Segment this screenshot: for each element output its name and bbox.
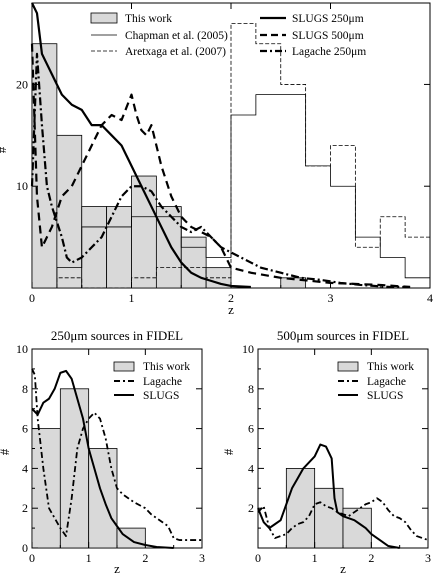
br-xtick-label: 0 — [255, 551, 261, 565]
br-axes: 0 1 2 3 2 4 6 8 10 — [242, 342, 431, 565]
bar-this-work — [285, 467, 316, 549]
bar-this-work — [314, 487, 344, 549]
bl-ytick-label: 0 — [22, 541, 28, 555]
bl-xtick-label: 0 — [29, 551, 35, 565]
bl-hist-this-work — [31, 388, 146, 549]
line-slugs250 — [31, 2, 251, 289]
bl-legend-label-lagache: Lagache — [143, 376, 182, 388]
br-xtick-label: 3 — [425, 551, 431, 565]
bl-xtick-label: 2 — [142, 551, 148, 565]
top-hist-this-work — [31, 43, 307, 289]
top-hist-aretxaga — [56, 22, 431, 289]
top-legend-right: SLUGS 250μm SLUGS 500μm Lagache 250μm — [260, 13, 366, 58]
line-lagache250 — [30, 52, 411, 289]
legend-label-this-work: This work — [125, 13, 172, 25]
line-slugs — [31, 369, 174, 549]
br-legend: This work Lagache SLUGS — [337, 361, 414, 402]
legend-label-slugs500: SLUGS 500μm — [292, 30, 364, 42]
bl-ytick-label: 10 — [16, 342, 28, 356]
bl-ytick-label: 2 — [22, 501, 28, 515]
bar-this-work — [342, 507, 372, 549]
br-xlabel: z — [340, 561, 346, 575]
top-xtick-label: 1 — [129, 291, 135, 305]
legend-label-chapman: Chapman et al. (2005) — [125, 30, 228, 42]
top-ytick-label: 10 — [16, 179, 28, 193]
br-hist-this-work — [285, 467, 372, 549]
bl-title: 250μm sources in FIDEL — [51, 328, 183, 343]
top-xlabel: z — [228, 302, 234, 317]
top-ytick-label: 20 — [16, 77, 28, 91]
bl-xtick-label: 1 — [86, 551, 92, 565]
bar-this-work — [56, 134, 83, 289]
br-xtick-label: 1 — [312, 551, 318, 565]
line-slugs500 — [30, 43, 411, 289]
top-ylabel: # — [0, 146, 9, 153]
bl-legend-label-slugs: SLUGS — [143, 390, 179, 402]
br-ytick-label: 6 — [248, 422, 254, 436]
br-legend-swatch-this-work — [337, 361, 359, 372]
bl-ytick-label: 4 — [22, 461, 28, 475]
bl-legend: This work Lagache SLUGS — [113, 361, 190, 402]
panel-top: 0 1 2 3 4 10 20 This work Chapman et al. (2005… — [0, 2, 433, 317]
bar-this-work — [280, 277, 307, 289]
panel-bottom-left: 250μm sources in FIDEL 0 1 2 3 0 2 4 6 8 10 This … — [0, 328, 205, 575]
br-legend-label-lagache: Lagache — [367, 376, 406, 388]
bl-legend-label-this-work: This work — [143, 361, 190, 373]
bl-xlabel: z — [114, 561, 120, 575]
br-legend-label-slugs: SLUGS — [367, 390, 403, 402]
bl-ytick-label: 8 — [22, 382, 28, 396]
top-legend-left: This work Chapman et al. (2005) Aretxaga… — [90, 12, 228, 58]
legend-swatch-this-work — [90, 12, 118, 24]
bar-this-work — [155, 206, 182, 289]
br-ytick-label: 8 — [248, 382, 254, 396]
bar-this-work — [180, 236, 207, 289]
br-legend-label-this-work: This work — [367, 361, 414, 373]
line-lagache — [31, 368, 202, 541]
legend-label-lagache250: Lagache 250μm — [292, 46, 366, 58]
bar-this-work — [31, 428, 61, 549]
bl-legend-swatch-this-work — [113, 361, 135, 372]
bl-axes: 0 1 2 3 0 2 4 6 8 10 — [16, 342, 205, 565]
br-xtick-label: 2 — [368, 551, 374, 565]
top-model-lines — [30, 2, 411, 289]
step-aretxaga — [56, 22, 431, 289]
br-ytick-label: 4 — [248, 461, 254, 475]
br-ytick-label: 10 — [242, 342, 254, 356]
bl-ylabel: # — [0, 448, 12, 455]
top-xtick-label: 2 — [228, 291, 234, 305]
top-axes: 0 1 2 3 4 10 20 — [16, 3, 433, 305]
bl-xtick-label: 3 — [199, 551, 205, 565]
br-model-lines — [257, 443, 429, 549]
top-xtick-label: 0 — [29, 291, 35, 305]
br-ytick-label: 2 — [248, 501, 254, 515]
panel-bottom-right: 500μm sources in FIDEL 0 1 2 3 2 4 6 8 10 This w… — [221, 328, 431, 575]
bl-model-lines — [31, 368, 202, 549]
bl-ytick-label: 6 — [22, 422, 28, 436]
top-xtick-label: 4 — [427, 291, 433, 305]
br-title: 500μm sources in FIDEL — [277, 328, 409, 343]
legend-label-slugs250: SLUGS 250μm — [292, 13, 364, 25]
bar-this-work — [81, 206, 108, 289]
top-xtick-label: 3 — [328, 291, 334, 305]
br-ylabel: # — [221, 448, 236, 455]
line-slugs — [257, 443, 400, 549]
legend-label-aretxaga: Aretxaga et al. (2007) — [125, 46, 226, 58]
